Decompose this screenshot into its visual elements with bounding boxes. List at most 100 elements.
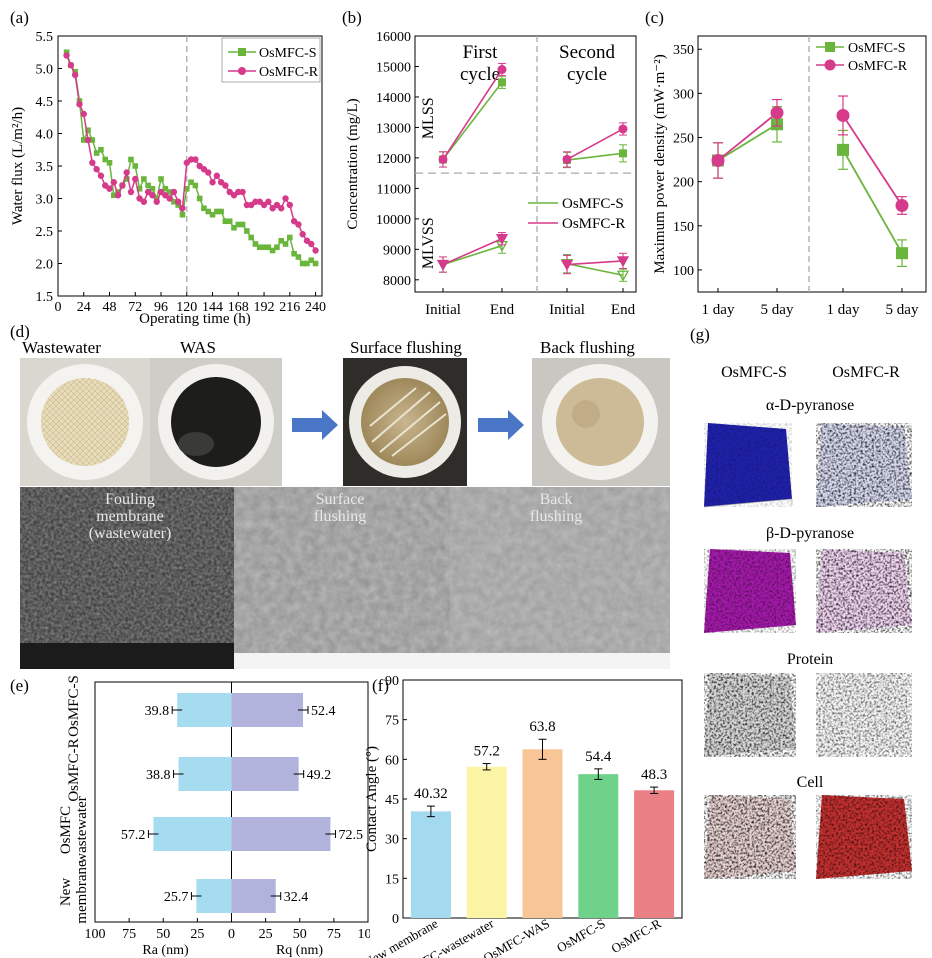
y-tick-label: 5.5 xyxy=(36,30,54,45)
data-point xyxy=(282,241,289,247)
category-label: membrane xyxy=(74,860,90,924)
data-point xyxy=(560,259,574,271)
data-point xyxy=(85,127,91,134)
series-segment xyxy=(566,260,624,266)
y-tick-label: 4.0 xyxy=(36,128,54,143)
data-point xyxy=(287,234,293,241)
data-point xyxy=(174,198,182,205)
y-tick-label: 10000 xyxy=(376,213,411,228)
data-point xyxy=(231,224,237,231)
data-point xyxy=(114,192,122,199)
data-point xyxy=(261,244,267,251)
membrane-photos xyxy=(20,358,670,486)
data-point xyxy=(102,156,109,163)
data-point xyxy=(110,179,118,186)
data-label: 48.3 xyxy=(641,767,667,783)
chart-a: 0 24 48 72 96 120 144 168 192 216 240 1.5 2.0 2.5 3.0 3… xyxy=(10,30,326,327)
y-tick-label: 350 xyxy=(673,43,694,58)
data-point xyxy=(141,176,147,182)
column-label-osmfc-r: OsMFC-R xyxy=(832,364,900,381)
bar-rq xyxy=(231,879,276,913)
data-point xyxy=(149,192,156,199)
photo-label-wastewater: Wastewater xyxy=(22,338,101,357)
data-label-ra: 57.2 xyxy=(121,828,146,843)
data-point xyxy=(158,176,164,182)
data-point xyxy=(115,189,121,195)
data-point xyxy=(299,231,306,238)
x-tick-label: 0 xyxy=(55,300,62,315)
y-tick-label: 8000 xyxy=(383,274,411,289)
data-point xyxy=(201,205,207,212)
y-tick-label: 0 xyxy=(392,912,399,927)
series-segment xyxy=(842,149,903,254)
data-point xyxy=(269,247,276,254)
bar-ra xyxy=(178,757,232,791)
data-point xyxy=(286,201,294,209)
data-point xyxy=(438,154,448,164)
data-point xyxy=(166,195,173,202)
bar xyxy=(522,749,563,918)
data-point xyxy=(89,137,96,143)
x-tick-label: 1 day xyxy=(702,302,735,318)
data-label-rq: 32.4 xyxy=(284,890,309,905)
data-point xyxy=(80,110,87,118)
sem-fouling-membrane xyxy=(20,487,234,669)
region-label-mlss: MLSS xyxy=(420,97,437,139)
data-point xyxy=(222,182,229,189)
y-tick-label: 16000 xyxy=(376,30,411,45)
bar xyxy=(410,811,451,918)
data-point xyxy=(128,156,134,163)
x-tick-label: 1 day xyxy=(827,302,860,318)
data-point xyxy=(837,143,849,156)
data-point xyxy=(89,159,96,166)
data-label: 63.8 xyxy=(529,719,555,735)
y-tick-label: 30 xyxy=(385,833,399,848)
legend-label: OsMFC-R xyxy=(848,59,908,74)
data-point xyxy=(127,188,135,196)
row-label-protein: Protein xyxy=(786,651,834,668)
data-point xyxy=(162,185,169,192)
data-point xyxy=(179,211,186,218)
category-label: wastewater xyxy=(74,796,90,863)
y-tick-label: 60 xyxy=(385,753,399,768)
y-tick-label: 15 xyxy=(385,872,399,887)
data-point xyxy=(63,49,70,56)
x-axis-label-left: Ra (nm) xyxy=(142,943,189,958)
y-tick-label: 3.5 xyxy=(36,160,54,175)
series-segment xyxy=(442,81,503,160)
data-label-ra: 39.8 xyxy=(145,704,170,719)
data-point xyxy=(498,78,506,87)
data-point xyxy=(111,192,117,199)
y-tick-label: 75 xyxy=(385,714,399,729)
data-point xyxy=(248,234,254,241)
data-point xyxy=(136,185,143,192)
x-tick-label: Initial xyxy=(425,302,461,318)
photo-surface-flushing-membrane xyxy=(343,358,467,486)
data-point xyxy=(209,211,216,218)
sem-label-fouling: Fouling membrane (wastewater) xyxy=(88,491,172,542)
data-point xyxy=(619,149,627,158)
data-label-rq: 52.4 xyxy=(311,704,336,719)
y-axis-label: Maximum power density (mW·m⁻²) xyxy=(652,54,668,273)
series-line-osmfc-r xyxy=(65,55,317,251)
data-point xyxy=(196,195,203,202)
y-axis-label: Concentration (mg/L) xyxy=(345,98,361,229)
data-point xyxy=(188,179,194,186)
bar-ra xyxy=(196,879,232,913)
arrow-icon-1 xyxy=(292,410,338,440)
x-tick-label: 75 xyxy=(122,927,136,942)
data-label: 57.2 xyxy=(474,744,500,760)
data-point xyxy=(72,68,78,75)
cycle-label: cycle xyxy=(460,64,500,85)
data-point xyxy=(213,172,221,179)
panel-label-a: (a) xyxy=(10,8,29,27)
y-axis-label: Contact Angle (°) xyxy=(364,746,380,852)
series-segment xyxy=(717,123,778,162)
panel-label-g: (g) xyxy=(690,325,710,344)
data-point xyxy=(179,205,186,212)
x-tick-label: Initial xyxy=(549,302,585,318)
data-label-rq: 49.2 xyxy=(307,768,332,783)
data-point xyxy=(239,221,246,228)
y-tick-label: 2.5 xyxy=(36,225,54,240)
photo-was-membrane xyxy=(150,358,282,486)
